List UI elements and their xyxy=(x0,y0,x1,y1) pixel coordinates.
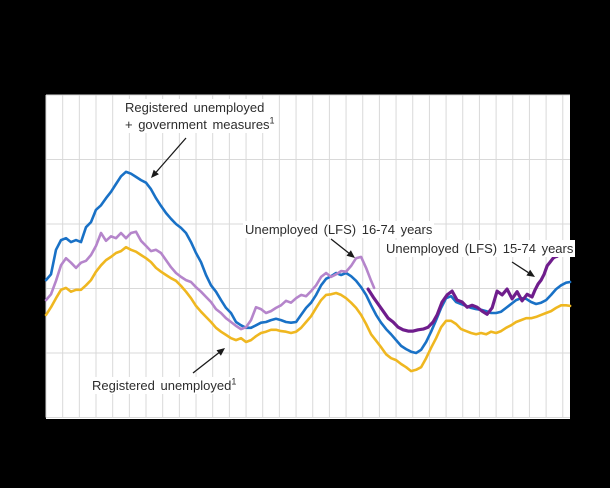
series-lines-layer xyxy=(44,170,572,373)
annotation-lfs-16-74: Unemployed (LFS) 16-74 years xyxy=(243,221,435,238)
annotation-text: Registered unemployed xyxy=(92,378,232,393)
series-line-registered-unemployed xyxy=(44,245,572,373)
arrow-lfs-15-74 xyxy=(511,261,535,277)
footnote-marker: 1 xyxy=(231,376,237,387)
annotation-registered-plus-measures: Registered unemployed + government measu… xyxy=(123,99,277,133)
footnote-marker: 1 xyxy=(269,115,275,126)
annotation-text: Unemployed (LFS) 15-74 years xyxy=(386,241,574,256)
arrow-registered-plus-measures xyxy=(151,137,187,178)
series-line-unemployed-lfs-16-74-years xyxy=(44,230,376,331)
annotation-text: Unemployed (LFS) 16-74 years xyxy=(245,222,433,237)
annotation-line-2: + government measures xyxy=(125,117,270,132)
arrow-registered xyxy=(192,348,225,374)
arrow-lfs-16-74 xyxy=(330,238,355,258)
annotation-lfs-15-74: Unemployed (LFS) 15-74 years xyxy=(384,240,576,257)
annotation-line-1: Registered unemployed xyxy=(125,100,265,115)
annotation-registered: Registered unemployed1 xyxy=(90,376,239,394)
series-line-unemployed-lfs-15-74-years xyxy=(366,254,559,333)
